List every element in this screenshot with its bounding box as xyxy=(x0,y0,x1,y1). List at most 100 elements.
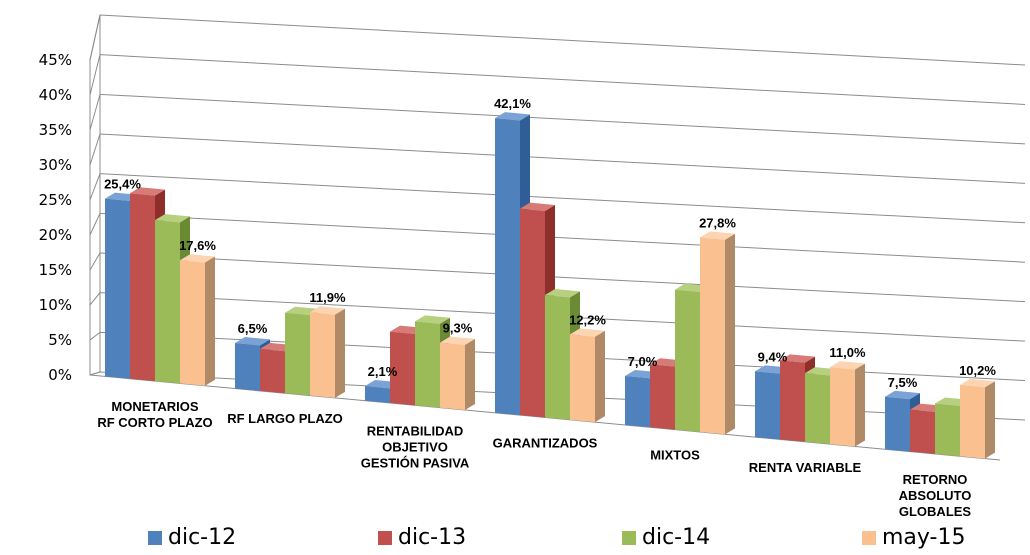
data-label: 7,0% xyxy=(628,354,658,369)
bar-front xyxy=(700,237,725,435)
legend-label: dic-14 xyxy=(642,525,711,550)
bar-front xyxy=(285,312,310,396)
category-label: MONETARIOS RF CORTO PLAZO xyxy=(97,399,212,430)
legend-swatch xyxy=(378,530,392,545)
bar-top xyxy=(700,231,735,240)
legend-item: may-15 xyxy=(862,525,965,550)
bar-side xyxy=(205,256,215,386)
bar-top xyxy=(415,315,450,324)
bar-side xyxy=(855,363,865,447)
bar-front xyxy=(885,396,910,452)
bar-front xyxy=(570,334,595,423)
category-label: GARANTIZADOS xyxy=(493,436,598,451)
bar xyxy=(440,336,475,411)
bar-top xyxy=(830,361,865,370)
bar-front xyxy=(495,118,520,416)
bar-front xyxy=(365,385,390,404)
bar-top xyxy=(180,254,215,263)
bar-front xyxy=(105,198,130,379)
bars xyxy=(105,112,995,459)
bar-top xyxy=(495,112,530,121)
bar-front xyxy=(650,364,675,430)
y-tick-label: 25% xyxy=(39,191,72,209)
y-axis-tick-labels: 0% 5% 10% 15% 20% 25% 30% 35% 40% 45% xyxy=(39,51,72,384)
bar-side xyxy=(595,330,605,423)
bar-front xyxy=(780,360,805,442)
y-tick-label: 45% xyxy=(39,51,72,69)
y-tick-label: 30% xyxy=(39,156,72,174)
y-tick-label: 5% xyxy=(48,331,72,349)
bar-front xyxy=(520,208,545,418)
legend-swatch xyxy=(622,530,636,545)
bar-front xyxy=(545,295,570,420)
bar-front xyxy=(830,367,855,447)
data-label: 6,5% xyxy=(238,321,268,336)
bar-side xyxy=(335,308,345,398)
y-tick-label: 35% xyxy=(39,121,72,139)
bar-front xyxy=(310,312,335,398)
gridline xyxy=(89,133,1026,184)
bar-front xyxy=(910,409,935,454)
bar-top xyxy=(130,187,165,196)
bar-front xyxy=(260,348,285,394)
bar-front xyxy=(440,342,465,411)
y-tick-label: 0% xyxy=(48,366,72,384)
bar-front xyxy=(155,220,180,384)
bar xyxy=(310,306,345,398)
data-label: 11,0% xyxy=(829,345,866,360)
bar xyxy=(700,231,735,435)
bar-front xyxy=(415,321,440,408)
data-label: 9,3% xyxy=(443,321,473,336)
y-tick-label: 15% xyxy=(39,261,72,279)
bar-side xyxy=(985,381,995,459)
bar-top xyxy=(960,378,995,388)
bar-top xyxy=(235,337,270,346)
bar-top xyxy=(885,390,920,400)
data-label: 12,2% xyxy=(569,312,606,327)
bar xyxy=(180,254,215,386)
bar-top xyxy=(780,354,815,363)
bar-front xyxy=(235,343,260,391)
bar-top xyxy=(520,202,555,211)
bar-top xyxy=(545,289,580,298)
y-tick-label: 40% xyxy=(39,86,72,104)
gridline xyxy=(89,173,1026,224)
legend: dic-12 dic-13 dic-14 may-15 xyxy=(0,525,1030,555)
data-label: 9,4% xyxy=(758,349,788,364)
bar xyxy=(830,361,865,447)
gridline xyxy=(89,14,1026,66)
legend-label: may-15 xyxy=(882,525,966,550)
category-label: RENTA VARIABLE xyxy=(749,460,862,475)
data-label: 11,9% xyxy=(309,290,346,305)
data-label: 25,4% xyxy=(104,177,141,192)
bar-top xyxy=(155,214,190,223)
legend-item: dic-14 xyxy=(622,525,710,550)
legend-item: dic-13 xyxy=(378,525,466,550)
y-tick-label: 20% xyxy=(39,226,72,244)
bar-side xyxy=(725,233,735,435)
data-labels: 25,4% 17,6% 6,5% 11,9% 2,1% 9,3% 42,1% 12,2% 7,0… xyxy=(104,96,996,390)
bar-front xyxy=(805,373,830,445)
category-labels: MONETARIOS RF CORTO PLAZO RF LARGO PLAZO RE… xyxy=(97,399,971,519)
gridline xyxy=(89,54,1026,105)
gridline xyxy=(89,212,1026,263)
bar xyxy=(960,378,995,459)
legend-swatch xyxy=(148,530,162,545)
bar-top xyxy=(570,328,605,337)
legend-label: dic-13 xyxy=(398,525,467,550)
category-label: RF LARGO PLAZO xyxy=(227,411,343,426)
bar-top xyxy=(440,336,475,345)
bar-front xyxy=(675,289,700,432)
bar-side xyxy=(465,338,475,411)
data-label: 42,1% xyxy=(494,96,531,111)
legend-label: dic-12 xyxy=(168,525,237,550)
bar-top xyxy=(310,306,345,315)
bar-front xyxy=(130,193,155,382)
y-tick-label: 10% xyxy=(39,296,72,314)
data-label: 17,6% xyxy=(179,238,216,253)
gridline xyxy=(89,93,1026,145)
data-label: 2,1% xyxy=(368,364,398,379)
data-label: 7,5% xyxy=(888,375,918,390)
bar-front xyxy=(390,331,415,406)
